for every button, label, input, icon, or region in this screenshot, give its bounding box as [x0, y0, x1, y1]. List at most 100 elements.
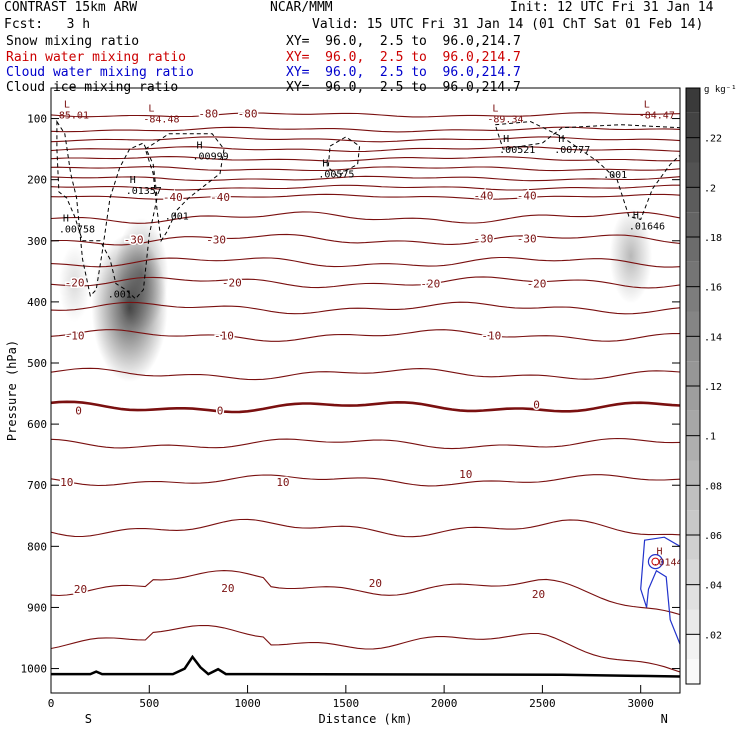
x-axis-label: Distance (km) [319, 712, 413, 726]
y-tick-label-1000: 1000 [21, 663, 48, 676]
cloud-ice-contour-2 [327, 136, 361, 178]
isotherm--55 [51, 166, 680, 172]
extremum-marker-5: H [130, 175, 136, 186]
valid-time: Valid: 15 UTC Fri 31 Jan 14 (01 ChT Sat … [312, 17, 704, 32]
colorbar-segment-8 [686, 460, 700, 486]
isotherm-25 [51, 624, 680, 673]
contour-label--40-1: -40 [210, 191, 230, 204]
colorbar-segment-5 [686, 535, 700, 560]
colorbar-segment-7 [686, 485, 700, 511]
colorbar-segment-15 [686, 286, 700, 312]
contour-label--20-0: -20 [65, 276, 85, 289]
colorbar-segment-10 [686, 410, 700, 436]
colorbar-segment-2 [686, 609, 700, 635]
extremum-value-6: .00758 [59, 225, 95, 236]
snow-shading-2 [609, 208, 653, 304]
extremum-marker-8: H [503, 134, 509, 145]
legend-rain-xy: XY= 96.0, 2.5 to 96.0,214.7 [286, 50, 521, 65]
contour-label--10-0: -10 [65, 330, 85, 343]
colorbar-segment-14 [686, 311, 700, 337]
isotherm--70 [51, 136, 680, 143]
colorbar-segment-20 [686, 162, 700, 188]
colorbar-segment-1 [686, 634, 700, 660]
extremum-value-3: -84.47 [639, 110, 675, 121]
extremum-marker-3: L [644, 99, 650, 110]
isotherm--75 [51, 126, 680, 133]
colorbar-tick-label-3: .08 [704, 481, 722, 492]
contour-label--10-2: -10 [481, 330, 501, 343]
extremum-marker-1: L [148, 104, 154, 115]
cloud-ice-label-1: .001 [108, 290, 132, 301]
isotherm-5 [51, 437, 680, 450]
colorbar-segment-16 [686, 261, 700, 287]
cloud-water-contour-1 [647, 554, 664, 570]
colorbar-segment-21 [686, 137, 700, 163]
isotherm-20 [51, 570, 680, 616]
colorbar-segment-12 [686, 361, 700, 386]
isotherm--30 [51, 233, 680, 246]
colorbar-segment-13 [686, 336, 700, 362]
isotherm--25 [51, 256, 680, 268]
x-end-north: N [661, 712, 668, 726]
isotherm--15 [51, 301, 680, 315]
isotherm--5 [51, 367, 680, 381]
colorbar-segment-4 [686, 559, 700, 585]
isotherm--80 [51, 112, 680, 118]
y-tick-label-100: 100 [27, 113, 47, 126]
extremum-value-9: .00777 [554, 145, 590, 156]
x-tick-label-2000: 2000 [431, 697, 458, 710]
legend-snow-xy: XY= 96.0, 2.5 to 96.0,214.7 [286, 34, 521, 49]
isotherm--10 [51, 329, 680, 342]
contour-label-20-0: 20 [74, 583, 87, 596]
isotherm--50 [51, 175, 680, 182]
cloud-ice-label-2: .001 [603, 170, 627, 181]
y-tick-label-900: 900 [27, 601, 47, 614]
x-tick-label-500: 500 [139, 697, 159, 710]
contour-label--30-2: -30 [474, 232, 494, 245]
x-tick-label-0: 0 [48, 697, 55, 710]
x-end-south: S [85, 712, 92, 726]
cloud-ice-contour-1 [144, 133, 225, 243]
y-tick-label-700: 700 [27, 479, 47, 492]
cloud-water-contour-0 [640, 536, 680, 645]
colorbar-tick-label-7: .16 [704, 283, 722, 294]
cloud-ice-contour-0 [56, 119, 158, 300]
extremum-value-8: .00521 [499, 145, 535, 156]
colorbar-tick-label-6: .14 [704, 332, 722, 343]
colorbar-segment-19 [686, 187, 700, 213]
legend-rain-label: Rain water mixing ratio [6, 50, 187, 65]
chart-title: CONTRAST 15km ARW [4, 0, 138, 15]
surface-pressure-line [51, 654, 680, 678]
contour-label-0-1: 0 [217, 405, 224, 418]
contour-label-20-1: 20 [221, 582, 234, 595]
extremum-value-4: .00999 [193, 151, 229, 162]
extremum-marker-2: L [492, 104, 498, 115]
colorbar-tick-label-9: .2 [704, 183, 716, 194]
y-tick-label-800: 800 [27, 540, 47, 553]
colorbar-tick-label-8: .18 [704, 233, 722, 244]
contour-label--30-0: -30 [124, 234, 144, 247]
isotherm--45 [51, 184, 680, 191]
model-source: NCAR/MMM [270, 0, 333, 15]
extremum-value-5: .01357 [126, 186, 162, 197]
contour-label--10-1: -10 [214, 330, 234, 343]
colorbar-tick-label-5: .12 [704, 382, 722, 393]
extremum-value-10: .01646 [629, 222, 665, 233]
extremum-marker-4: H [197, 140, 203, 151]
colorbar-segment-23 [686, 88, 700, 113]
cloud-ice-contour-3 [494, 121, 680, 220]
colorbar-segment-22 [686, 112, 700, 138]
contour-label--30-1: -30 [206, 234, 226, 247]
x-tick-label-3000: 3000 [627, 697, 654, 710]
colorbar-segment-9 [686, 435, 700, 461]
colorbar-segment-6 [686, 510, 700, 535]
extremum-value-1: -84.48 [143, 115, 179, 126]
legend-cloudwater-xy: XY= 96.0, 2.5 to 96.0,214.7 [286, 65, 521, 80]
contour-label-10-0: 10 [60, 476, 73, 489]
isotherm--60 [51, 156, 680, 162]
colorbar-tick-label-10: .22 [704, 134, 722, 145]
colorbar-segment-18 [686, 212, 700, 237]
y-tick-label-500: 500 [27, 357, 47, 370]
extremum-marker-9: H [558, 134, 564, 145]
contour-label-20-3: 20 [532, 588, 545, 601]
